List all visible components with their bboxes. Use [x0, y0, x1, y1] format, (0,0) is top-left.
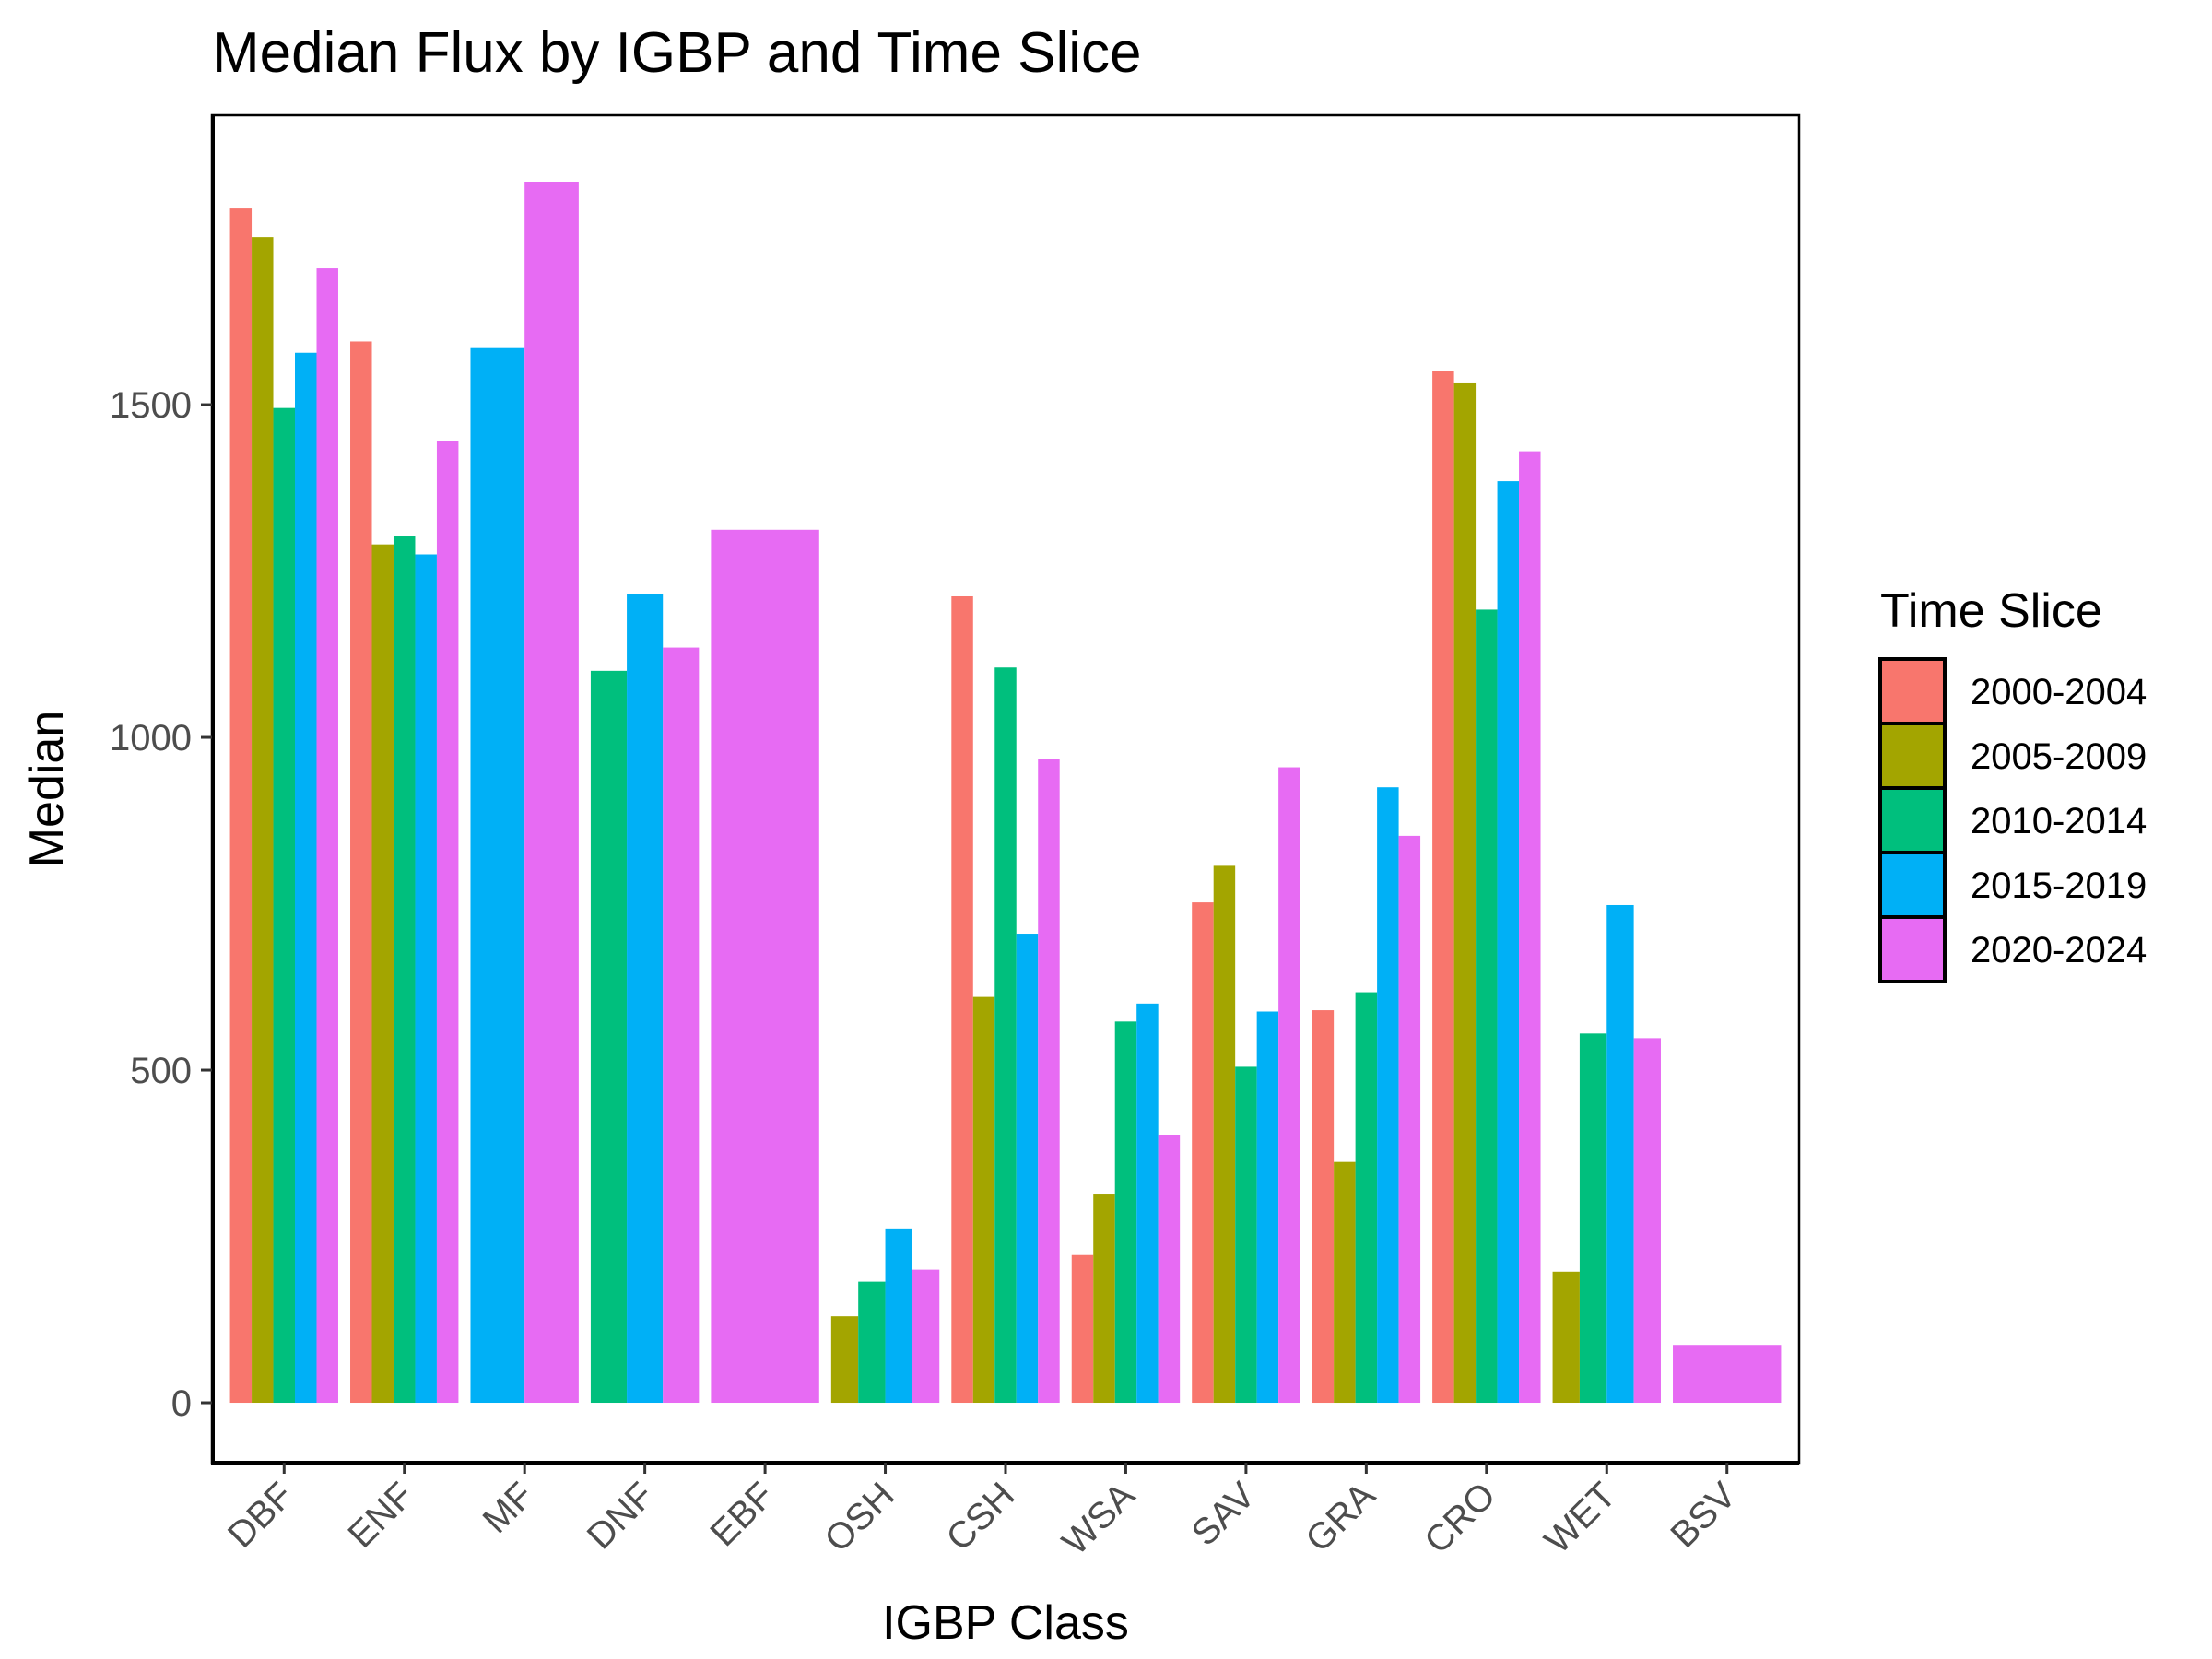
bar-wet-2015-2019 — [1606, 904, 1634, 1404]
x-tick-label-enf: ENF — [340, 1475, 421, 1556]
y-axis-title: Median — [20, 711, 74, 868]
bar-csh-2000-2004 — [951, 595, 973, 1404]
bar-cro-2020-2024 — [1519, 451, 1541, 1404]
bar-wsa-2020-2024 — [1158, 1135, 1181, 1404]
bar-cro-2005-2009 — [1453, 382, 1477, 1404]
x-tick-label-mf: MF — [476, 1475, 542, 1541]
chart-title: Median Flux by IGBP and Time Slice — [212, 21, 1142, 85]
x-tick-label-wet: WET — [1537, 1475, 1624, 1561]
bar-enf-2010-2014 — [393, 536, 416, 1404]
bar-sav-2020-2024 — [1278, 767, 1300, 1404]
legend-key-2005-2009 — [1878, 722, 1947, 790]
bar-wsa-2005-2009 — [1093, 1194, 1115, 1404]
bar-osh-2010-2014 — [858, 1281, 886, 1404]
bar-dbf-2005-2009 — [252, 237, 274, 1404]
legend-key-2015-2019 — [1878, 851, 1947, 919]
bar-csh-2005-2009 — [972, 996, 995, 1404]
y-tick-label: 0 — [171, 1383, 192, 1424]
x-tick-label-sav: SAV — [1184, 1475, 1264, 1554]
bar-mf-2015-2019 — [470, 347, 525, 1404]
bar-dbf-2015-2019 — [295, 352, 317, 1404]
bar-sav-2010-2014 — [1235, 1066, 1257, 1404]
bars-layer — [229, 182, 1782, 1404]
bar-enf-2015-2019 — [415, 554, 437, 1404]
bar-wsa-2010-2014 — [1114, 1021, 1137, 1404]
bar-dbf-2000-2004 — [229, 208, 253, 1404]
bar-gra-2005-2009 — [1334, 1161, 1356, 1404]
bar-wsa-2000-2004 — [1071, 1254, 1094, 1404]
bar-enf-2000-2004 — [350, 341, 372, 1404]
y-tick-label: 500 — [130, 1051, 192, 1091]
bar-wsa-2015-2019 — [1136, 1003, 1159, 1404]
legend-key-2020-2024 — [1878, 915, 1947, 983]
y-axis-ticks: 0 500 1000 1500 — [110, 385, 212, 1424]
legend-label-2010-2014: 2010-2014 — [1971, 801, 2147, 841]
bar-csh-2015-2019 — [1016, 934, 1039, 1404]
bar-osh-2005-2009 — [830, 1316, 859, 1404]
x-tick-label-dbf: DBF — [220, 1475, 301, 1556]
bar-csh-2020-2024 — [1038, 759, 1060, 1404]
legend-label-2000-2004: 2000-2004 — [1971, 672, 2147, 712]
y-tick-label: 1000 — [110, 718, 192, 759]
bar-enf-2005-2009 — [371, 544, 394, 1404]
bar-ebf-2020-2024 — [711, 529, 819, 1404]
x-tick-label-ebf: EBF — [702, 1475, 782, 1554]
legend-key-2000-2004 — [1878, 657, 1947, 725]
x-axis-ticks: DBF ENF MF DNF EBF OSH CSH WSA SAV GRA CRO WET BSV — [220, 1463, 1744, 1563]
x-tick-label-csh: CSH — [939, 1475, 1023, 1559]
bar-cro-2015-2019 — [1497, 481, 1520, 1404]
bar-gra-2015-2019 — [1377, 787, 1399, 1404]
legend-title: Time Slice — [1880, 584, 2102, 638]
bar-wet-2010-2014 — [1579, 1033, 1607, 1404]
bar-mf-2020-2024 — [524, 182, 579, 1404]
bar-dnf-2010-2014 — [590, 670, 628, 1404]
x-tick-label-cro: CRO — [1417, 1475, 1503, 1561]
bar-gra-2000-2004 — [1312, 1010, 1335, 1404]
bar-dnf-2015-2019 — [627, 594, 664, 1404]
bar-enf-2020-2024 — [436, 441, 459, 1404]
bar-gra-2010-2014 — [1355, 992, 1378, 1404]
y-tick-label: 1500 — [110, 385, 192, 426]
x-tick-label-osh: OSH — [817, 1475, 901, 1559]
bar-cro-2000-2004 — [1432, 371, 1454, 1404]
bar-sav-2005-2009 — [1213, 865, 1236, 1404]
bar-bsv-2020-2024 — [1673, 1345, 1782, 1404]
legend-label-2020-2024: 2020-2024 — [1971, 930, 2147, 971]
bar-wet-2020-2024 — [1633, 1038, 1661, 1404]
legend-label-2015-2019: 2015-2019 — [1971, 865, 2147, 906]
bar-sav-2015-2019 — [1256, 1011, 1279, 1404]
x-axis-title: IGBP Class — [882, 1596, 1129, 1650]
bar-wet-2005-2009 — [1552, 1271, 1580, 1404]
x-tick-label-dnf: DNF — [580, 1475, 662, 1557]
legend-label-2005-2009: 2005-2009 — [1971, 736, 2147, 777]
bar-csh-2010-2014 — [994, 667, 1017, 1404]
bar-osh-2015-2019 — [885, 1228, 912, 1404]
legend: 2000-2004 2005-2009 2010-2014 2015-2019 2020… — [1878, 657, 2147, 983]
x-tick-label-wsa: WSA — [1054, 1475, 1143, 1563]
x-tick-label-bsv: BSV — [1663, 1475, 1744, 1556]
bar-osh-2020-2024 — [912, 1269, 940, 1404]
x-tick-label-gra: GRA — [1298, 1475, 1383, 1560]
bar-cro-2010-2014 — [1476, 609, 1498, 1404]
bar-dbf-2010-2014 — [273, 407, 296, 1404]
bar-dbf-2020-2024 — [316, 268, 338, 1404]
legend-key-2010-2014 — [1878, 786, 1947, 854]
bar-dnf-2020-2024 — [663, 647, 700, 1404]
bar-sav-2000-2004 — [1192, 902, 1214, 1404]
bar-gra-2020-2024 — [1398, 835, 1421, 1404]
